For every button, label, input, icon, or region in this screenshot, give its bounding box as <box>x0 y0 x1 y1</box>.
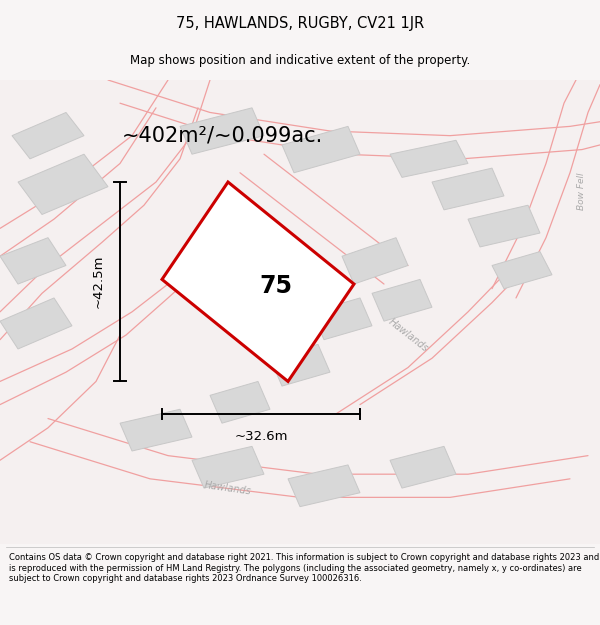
Text: Bow Fell: Bow Fell <box>577 173 587 210</box>
Polygon shape <box>282 126 360 173</box>
Polygon shape <box>0 298 72 349</box>
Text: ~42.5m: ~42.5m <box>92 255 105 309</box>
Text: 75, HAWLANDS, RUGBY, CV21 1JR: 75, HAWLANDS, RUGBY, CV21 1JR <box>176 16 424 31</box>
Polygon shape <box>0 238 66 284</box>
Text: Contains OS data © Crown copyright and database right 2021. This information is : Contains OS data © Crown copyright and d… <box>9 554 599 583</box>
Polygon shape <box>180 108 264 154</box>
Polygon shape <box>210 381 270 423</box>
Polygon shape <box>270 344 330 386</box>
Polygon shape <box>312 298 372 340</box>
Text: ~32.6m: ~32.6m <box>234 430 288 443</box>
Text: Hawlands: Hawlands <box>204 480 252 496</box>
Polygon shape <box>390 446 456 488</box>
Polygon shape <box>342 238 408 284</box>
Text: ~402m²/~0.099ac.: ~402m²/~0.099ac. <box>121 126 323 146</box>
Polygon shape <box>18 154 108 214</box>
Polygon shape <box>120 409 192 451</box>
Polygon shape <box>192 446 264 488</box>
Text: Map shows position and indicative extent of the property.: Map shows position and indicative extent… <box>130 54 470 68</box>
Polygon shape <box>492 252 552 289</box>
Polygon shape <box>468 205 540 247</box>
Polygon shape <box>162 182 354 381</box>
Text: 75: 75 <box>260 274 293 298</box>
Polygon shape <box>12 112 84 159</box>
Polygon shape <box>432 168 504 210</box>
Text: Hawlands: Hawlands <box>386 316 430 354</box>
Polygon shape <box>390 140 468 177</box>
Polygon shape <box>372 279 432 321</box>
Polygon shape <box>288 465 360 507</box>
